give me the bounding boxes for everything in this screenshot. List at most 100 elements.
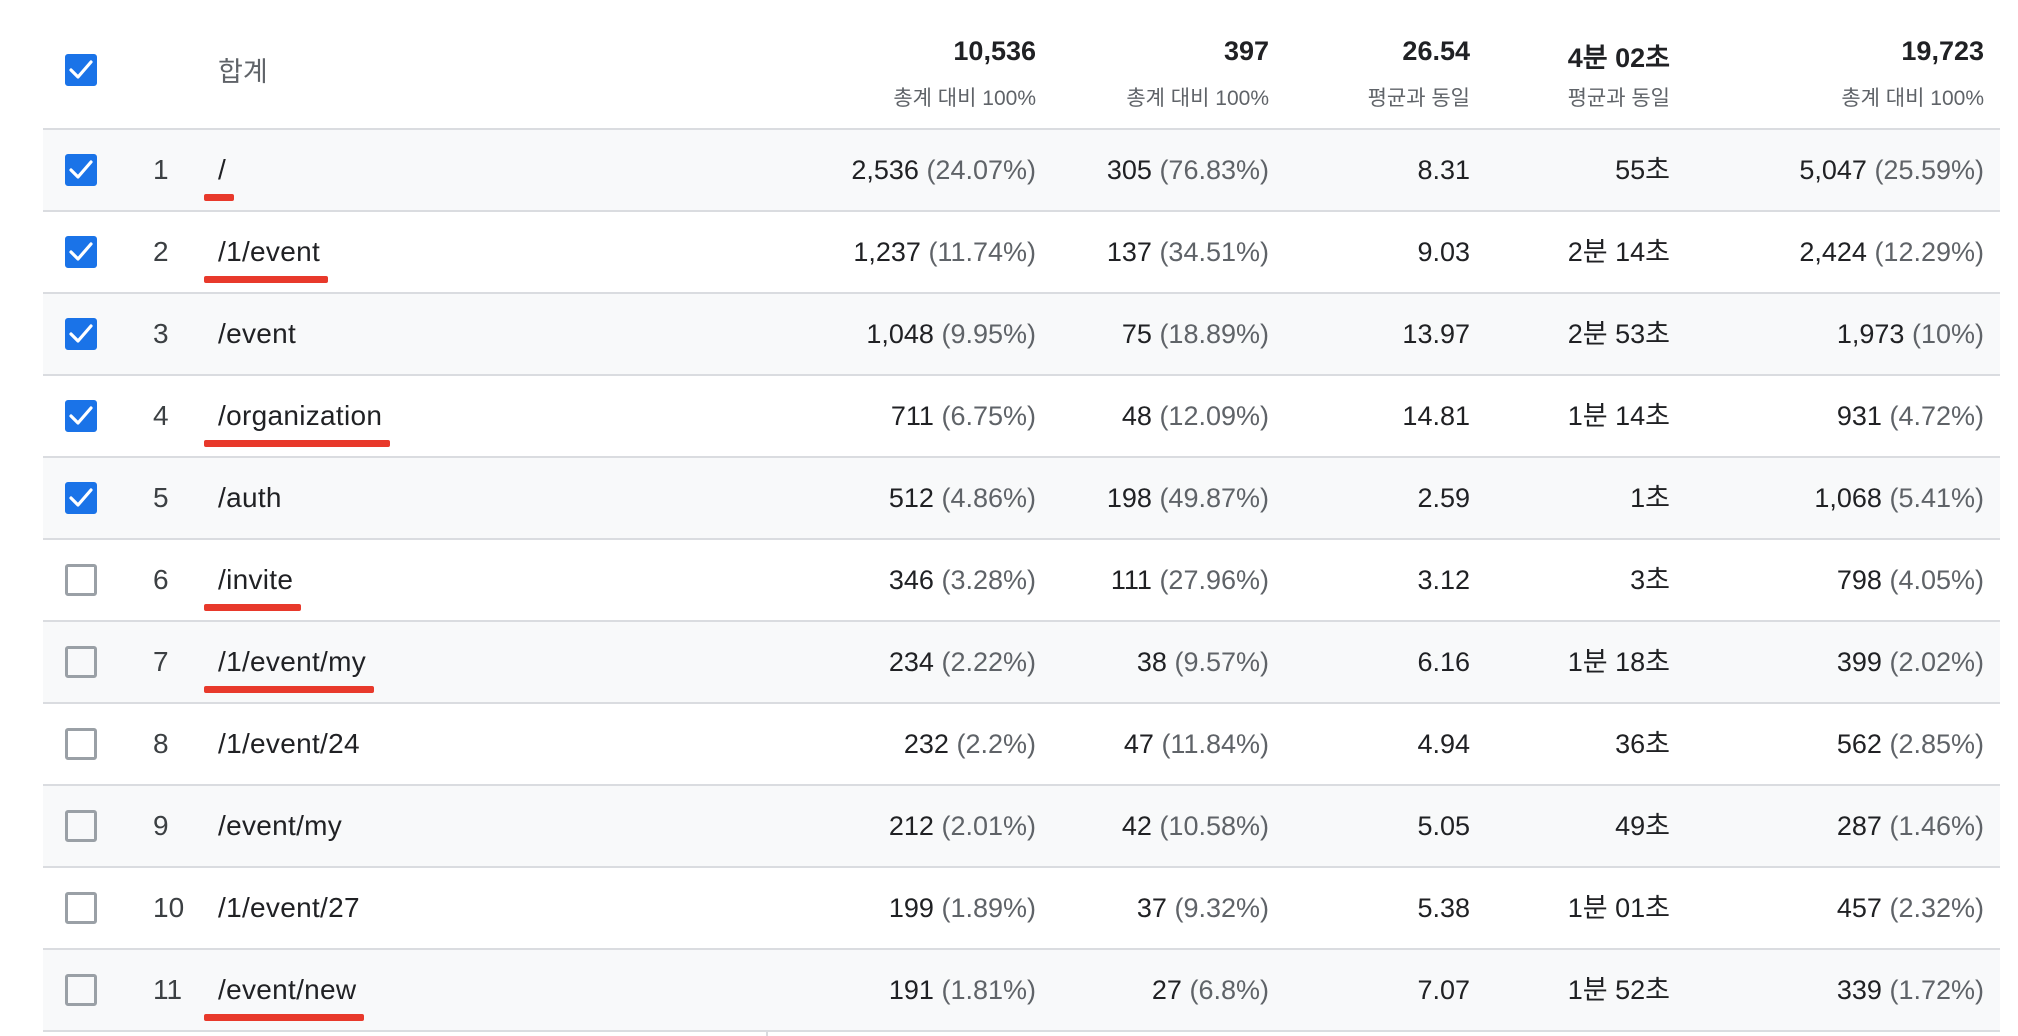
metric-percentage: (9.57%) xyxy=(1174,647,1269,677)
metric-value: 399 xyxy=(1836,647,1882,677)
row-index: 10 xyxy=(153,892,185,923)
metric-value: 2,536 xyxy=(851,155,919,185)
red-underline-annotation xyxy=(204,1014,365,1021)
metric-cell-col4: 3초 xyxy=(1630,540,1670,620)
metric-cell-col5: 5,047 (25.59%) xyxy=(1799,130,1984,210)
metric-cell-col3: 8.31 xyxy=(1417,130,1470,210)
total-note-col1: 총계 대비 100% xyxy=(893,87,1036,110)
page-path-link[interactable]: /event xyxy=(218,318,297,349)
page-path-link[interactable]: /auth xyxy=(218,482,282,513)
checkmark-icon xyxy=(69,406,93,425)
table-row[interactable]: 7/1/event/my 234 (2.22%) 38 (9.57%) 6.16 1분 … xyxy=(43,622,2000,704)
page-path-link[interactable]: /1/event xyxy=(218,236,321,267)
row-checkbox[interactable] xyxy=(65,810,97,842)
row-index: 9 xyxy=(153,810,169,841)
red-underline-annotation xyxy=(204,276,329,283)
table-row[interactable]: 5/auth 512 (4.86%) 198 (49.87%) 2.59 1초 1,068… xyxy=(43,458,2000,540)
row-index: 2 xyxy=(153,236,169,267)
metric-value: 798 xyxy=(1836,565,1882,595)
metric-percentage: (4.86%) xyxy=(941,483,1036,513)
table-row[interactable]: 2/1/event 1,237 (11.74%) 137 (34.51%) 9.03 2… xyxy=(43,212,2000,294)
metric-cell-col5: 339 (1.72%) xyxy=(1837,950,1984,1030)
metric-value: 5.38 xyxy=(1417,893,1470,923)
row-checkbox[interactable] xyxy=(65,236,97,268)
table-row[interactable]: 10/1/event/27 199 (1.89%) 37 (9.32%) 5.38 1분… xyxy=(43,868,2000,950)
metric-value: 562 xyxy=(1836,729,1882,759)
table-row[interactable]: 1 / 2,536 (24.07%) 305 (76.83%) 8.31 55초 5,047… xyxy=(43,130,2000,212)
row-checkbox[interactable] xyxy=(65,892,97,924)
metric-value: 1,237 xyxy=(853,237,921,267)
table-row[interactable]: 8/1/event/24 232 (2.2%) 47 (11.84%) 4.94 36초… xyxy=(43,704,2000,786)
metric-value: 49초 xyxy=(1615,811,1670,841)
metric-cell-col4: 55초 xyxy=(1615,130,1670,210)
metric-percentage: (12.09%) xyxy=(1159,401,1269,431)
metric-value: 5,047 xyxy=(1799,155,1867,185)
metric-cell-col4: 49초 xyxy=(1615,786,1670,866)
metric-percentage: (4.05%) xyxy=(1889,565,1984,595)
metric-cell-col3: 13.97 xyxy=(1402,294,1470,374)
metric-cell-col3: 6.16 xyxy=(1417,622,1470,702)
metric-percentage: (25.59%) xyxy=(1874,155,1984,185)
metric-cell-col5: 931 (4.72%) xyxy=(1837,376,1984,456)
page-path-link[interactable]: /1/event/my xyxy=(218,646,367,677)
row-checkbox[interactable] xyxy=(65,646,97,678)
page-path-link[interactable]: /event/my xyxy=(218,810,343,841)
metric-value: 3.12 xyxy=(1417,565,1470,595)
checkmark-icon xyxy=(69,160,93,179)
metric-cell-col1: 1,048 (9.95%) xyxy=(866,294,1036,374)
metric-value: 191 xyxy=(888,975,934,1005)
metric-cell-col1: 212 (2.01%) xyxy=(889,786,1036,866)
total-note-col5: 총계 대비 100% xyxy=(1841,87,1984,110)
select-all-checkbox[interactable] xyxy=(65,54,97,86)
metric-percentage: (34.51%) xyxy=(1159,237,1269,267)
metric-value: 6.16 xyxy=(1417,647,1470,677)
row-checkbox[interactable] xyxy=(65,318,97,350)
totals-label: 합계 xyxy=(218,57,268,87)
row-checkbox[interactable] xyxy=(65,482,97,514)
metric-value: 3초 xyxy=(1630,565,1670,595)
row-checkbox[interactable] xyxy=(65,974,97,1006)
metric-percentage: (1.72%) xyxy=(1889,975,1984,1005)
page-path-link[interactable]: /event/new xyxy=(218,974,357,1005)
row-checkbox[interactable] xyxy=(65,400,97,432)
metric-value: 199 xyxy=(888,893,934,923)
red-underline-annotation xyxy=(204,440,391,447)
metric-cell-col1: 512 (4.86%) xyxy=(889,458,1036,538)
row-checkbox[interactable] xyxy=(65,154,97,186)
metric-value: 198 xyxy=(1106,483,1152,513)
metric-value: 1,048 xyxy=(866,319,934,349)
page-path-link[interactable]: / xyxy=(218,154,227,185)
page-path-link[interactable]: /1/event/24 xyxy=(218,728,360,759)
metric-percentage: (1.89%) xyxy=(941,893,1036,923)
red-underline-annotation xyxy=(204,686,375,693)
metric-percentage: (4.72%) xyxy=(1889,401,1984,431)
metric-percentage: (11.84%) xyxy=(1161,729,1269,759)
metric-value: 7.07 xyxy=(1417,975,1470,1005)
metric-percentage: (76.83%) xyxy=(1159,155,1269,185)
table-row[interactable]: 11/event/new 191 (1.81%) 27 (6.8%) 7.07 1분 5… xyxy=(43,950,2000,1032)
metric-percentage: (2.01%) xyxy=(941,811,1036,841)
metric-percentage: (2.85%) xyxy=(1889,729,1984,759)
page-path-link[interactable]: /1/event/27 xyxy=(218,892,360,923)
metric-cell-col5: 562 (2.85%) xyxy=(1837,704,1984,784)
row-checkbox[interactable] xyxy=(65,728,97,760)
metric-value: 512 xyxy=(888,483,934,513)
row-checkbox[interactable] xyxy=(65,564,97,596)
page-path-link[interactable]: /organization xyxy=(218,400,383,431)
metric-value: 234 xyxy=(888,647,934,677)
checkmark-icon xyxy=(69,60,93,79)
page-path-link[interactable]: /invite xyxy=(218,564,294,595)
metric-cell-col2: 42 (10.58%) xyxy=(1122,786,1269,866)
metric-value: 305 xyxy=(1106,155,1152,185)
metric-value: 47 xyxy=(1123,729,1154,759)
metric-value: 37 xyxy=(1136,893,1167,923)
checkmark-icon xyxy=(69,488,93,507)
metric-cell-col1: 1,237 (11.74%) xyxy=(853,212,1036,292)
table-row[interactable]: 4/organization 711 (6.75%) 48 (12.09%) 14.8… xyxy=(43,376,2000,458)
table-row[interactable]: 6/invite 346 (3.28%) 111 (27.96%) 3.12 3초 798… xyxy=(43,540,2000,622)
metric-value: 13.97 xyxy=(1402,319,1470,349)
table-row[interactable]: 9/event/my 212 (2.01%) 42 (10.58%) 5.05 49초 2… xyxy=(43,786,2000,868)
table-row[interactable]: 3/event 1,048 (9.95%) 75 (18.89%) 13.97 2분 5… xyxy=(43,294,2000,376)
metric-percentage: (49.87%) xyxy=(1159,483,1269,513)
metric-percentage: (18.89%) xyxy=(1159,319,1269,349)
